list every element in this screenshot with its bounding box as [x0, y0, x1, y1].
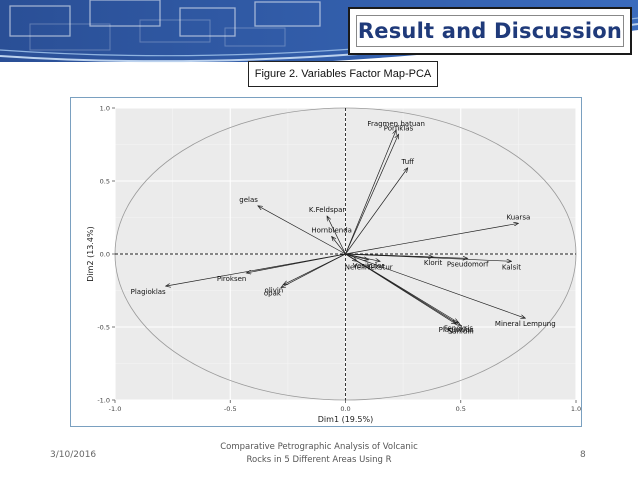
footer-title: Comparative Petrographic Analysis of Vol…	[200, 441, 438, 467]
vector-label: Piroksen	[217, 275, 246, 283]
vector-label: Hornblenda	[311, 226, 352, 234]
vector-arrow	[345, 253, 457, 324]
vector-label: opak	[264, 290, 282, 298]
vector-label: Mineral Lempung	[495, 320, 556, 328]
figure-caption: Figure 2. Variables Factor Map-PCA	[248, 61, 438, 87]
vector-label: Porfiklas	[384, 124, 414, 132]
x-tick-label: -1.0	[109, 405, 122, 413]
vector-label: olivin	[265, 287, 284, 295]
vector-label: Pseudomorf	[447, 260, 489, 268]
vector-label: Klorit	[424, 259, 443, 267]
vector-arrow	[332, 236, 346, 255]
x-tick-label: 1.0	[571, 405, 581, 413]
vector-arrow	[327, 216, 346, 255]
y-tick-label: 0.0	[100, 251, 110, 259]
vector-arrow	[345, 223, 519, 255]
vector-label: Vesikuler	[353, 262, 385, 270]
vector-arrow	[258, 206, 346, 255]
vector-label: Tekstur	[366, 263, 392, 271]
vector-label: K.Feldspar	[309, 206, 346, 214]
vector-label: Sanidin	[448, 328, 474, 336]
slide-title: Result and Discussion	[357, 19, 623, 43]
vector-arrow	[345, 168, 408, 255]
footer-date: 3/10/2016	[50, 450, 97, 460]
slide-title-box: Result and Discussion	[348, 7, 632, 55]
vector-label: Fragmen batuan	[367, 120, 425, 128]
vector-arrow	[345, 253, 512, 261]
y-axis-label: Dim2 (13.4%)	[86, 226, 95, 281]
vector-arrow	[345, 130, 397, 255]
x-tick-label: -0.5	[224, 405, 237, 413]
x-tick-label: 0.5	[456, 405, 466, 413]
y-tick-label: 1.0	[100, 105, 110, 113]
footer-title-line2: Rocks in 5 Different Areas Using R	[246, 455, 392, 465]
vector-label: Kuarsa	[506, 213, 530, 221]
y-tick-label: -1.0	[97, 397, 110, 405]
vector-arrow	[345, 253, 358, 261]
vector-arrow	[281, 253, 346, 288]
vector-arrow	[166, 253, 346, 286]
y-tick-label: 0.5	[100, 178, 110, 186]
page-number: 8	[580, 450, 586, 460]
vector-label: Plagioklas	[439, 326, 474, 334]
x-tick-label: 0.0	[340, 405, 350, 413]
y-tick-label: -0.5	[97, 324, 110, 332]
vector-arrow	[345, 134, 399, 255]
chart-frame: Fragmen batuan Porfiklas Tuff gelas K.Feldsp…	[70, 97, 582, 427]
vector-arrow	[345, 253, 526, 318]
vector-label: Kalsit	[502, 263, 521, 271]
vector-label: Nefelin	[345, 263, 370, 271]
vector-label: Fenokris	[444, 325, 474, 333]
vector-label: Plagioklas	[131, 288, 166, 296]
vector-label: Tuff	[400, 158, 414, 166]
title-inner-border	[356, 15, 624, 47]
vector-label: gelas	[239, 196, 258, 204]
footer-title-line1: Comparative Petrographic Analysis of Vol…	[220, 442, 418, 452]
vector-arrow	[345, 253, 381, 261]
x-axis-label: Dim1 (19.5%)	[318, 415, 373, 424]
